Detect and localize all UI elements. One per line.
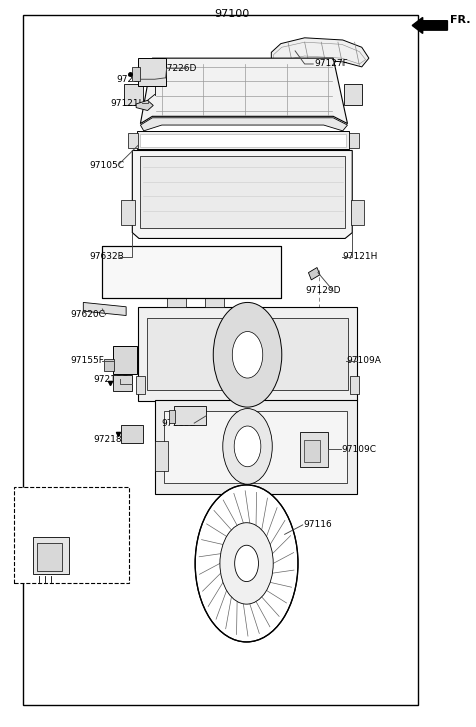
Text: 97176E: 97176E: [34, 542, 69, 551]
Bar: [174, 406, 206, 425]
Bar: [136, 376, 145, 394]
FancyArrow shape: [412, 17, 447, 33]
Text: 97620C: 97620C: [70, 310, 105, 319]
Bar: [102, 246, 281, 298]
Bar: [14, 487, 129, 583]
Circle shape: [234, 426, 261, 467]
Bar: [138, 307, 357, 401]
Bar: [113, 346, 137, 374]
Bar: [23, 15, 418, 705]
Circle shape: [235, 545, 258, 582]
Bar: [169, 410, 175, 423]
Text: 97127F: 97127F: [314, 60, 348, 68]
Bar: [164, 411, 347, 483]
Bar: [33, 537, 69, 574]
Text: 97226D: 97226D: [162, 64, 197, 73]
Bar: [344, 84, 362, 105]
Text: 97113B: 97113B: [162, 419, 197, 427]
Polygon shape: [132, 150, 352, 238]
Circle shape: [195, 485, 298, 642]
Text: 97116: 97116: [304, 521, 332, 529]
Text: 97218G: 97218G: [93, 375, 129, 384]
Bar: [140, 156, 345, 228]
Text: 97218G: 97218G: [117, 75, 152, 84]
Text: 97109C: 97109C: [342, 445, 377, 454]
Bar: [121, 200, 135, 225]
Text: AIR CON): AIR CON): [40, 515, 81, 524]
Polygon shape: [136, 100, 153, 111]
Bar: [102, 246, 281, 298]
Text: FR.: FR.: [450, 15, 470, 25]
Polygon shape: [308, 268, 320, 280]
Bar: [147, 318, 348, 390]
Bar: [300, 432, 328, 467]
Bar: [304, 440, 320, 462]
Polygon shape: [83, 302, 126, 316]
Circle shape: [232, 332, 263, 378]
Polygon shape: [271, 38, 369, 71]
Bar: [137, 131, 349, 149]
Bar: [205, 294, 224, 307]
Bar: [351, 200, 364, 225]
Text: 97121J: 97121J: [110, 99, 142, 108]
Text: 97100: 97100: [215, 9, 250, 19]
Bar: [349, 133, 359, 148]
Bar: [155, 441, 168, 471]
Bar: [128, 133, 138, 148]
Bar: [167, 294, 186, 307]
Bar: [132, 67, 140, 81]
Bar: [140, 134, 346, 147]
Circle shape: [213, 302, 282, 407]
Bar: [121, 425, 143, 443]
Bar: [350, 376, 359, 394]
Polygon shape: [140, 118, 347, 131]
Text: (W/FULL AUTO: (W/FULL AUTO: [23, 503, 88, 512]
Text: 97121H: 97121H: [343, 252, 378, 261]
Bar: [138, 58, 166, 86]
Text: 97109A: 97109A: [347, 356, 381, 365]
Circle shape: [223, 409, 272, 484]
Text: 97155F: 97155F: [70, 356, 104, 365]
Text: 97129D: 97129D: [306, 286, 341, 295]
Bar: [124, 84, 143, 105]
Text: 97632B: 97632B: [89, 252, 124, 261]
Circle shape: [220, 523, 273, 604]
Text: 97218G: 97218G: [93, 435, 129, 443]
Text: 97105C: 97105C: [89, 161, 125, 169]
Bar: [155, 400, 357, 494]
Bar: [113, 375, 132, 391]
Bar: [104, 359, 114, 371]
Bar: [37, 543, 62, 571]
Polygon shape: [140, 58, 347, 124]
